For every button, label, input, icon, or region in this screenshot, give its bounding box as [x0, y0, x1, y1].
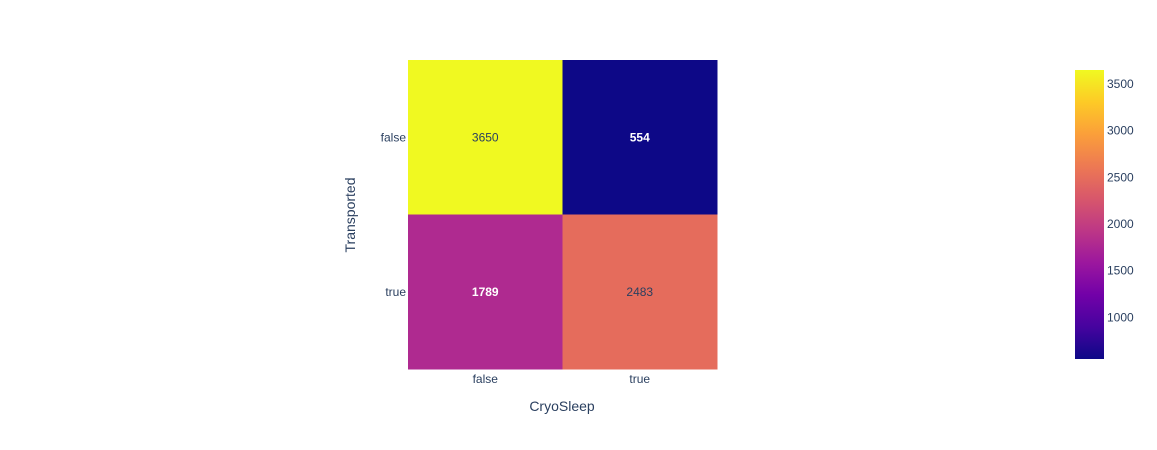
colorbar-tick-label: 3500 [1107, 77, 1134, 91]
heatmap-cell [562, 60, 718, 215]
x-tick-label: false [473, 372, 499, 386]
x-tick-label: true [629, 372, 650, 386]
cell-value-label: 1789 [472, 285, 499, 299]
y-axis-title: Transported [342, 178, 358, 253]
cell-value-label: 554 [630, 130, 650, 144]
colorbar-tick-label: 2500 [1107, 170, 1134, 184]
x-axis-title: CryoSleep [529, 398, 595, 414]
heatmap-cell [562, 214, 718, 370]
colorbar-ticks: 1000 1500 2000 2500 3000 3500 [1107, 77, 1134, 324]
y-tick-label: false [381, 130, 407, 144]
colorbar-tick-label: 1000 [1107, 310, 1134, 324]
heatmap-cell [408, 60, 563, 215]
colorbar-tick-label: 2000 [1107, 217, 1134, 231]
cell-value-label: 3650 [472, 130, 499, 144]
colorbar-tick-label: 3000 [1107, 124, 1134, 138]
heatmap-cell [408, 214, 563, 370]
colorbar [1075, 70, 1104, 359]
cell-value-label: 2483 [626, 285, 653, 299]
cell-value-labels: 3650 554 1789 2483 [472, 130, 654, 299]
x-axis-ticks: false true [473, 372, 651, 386]
heatmap-cells [408, 60, 718, 370]
y-axis-ticks: false true [381, 130, 407, 299]
y-tick-label: true [385, 285, 406, 299]
colorbar-tick-label: 1500 [1107, 264, 1134, 278]
